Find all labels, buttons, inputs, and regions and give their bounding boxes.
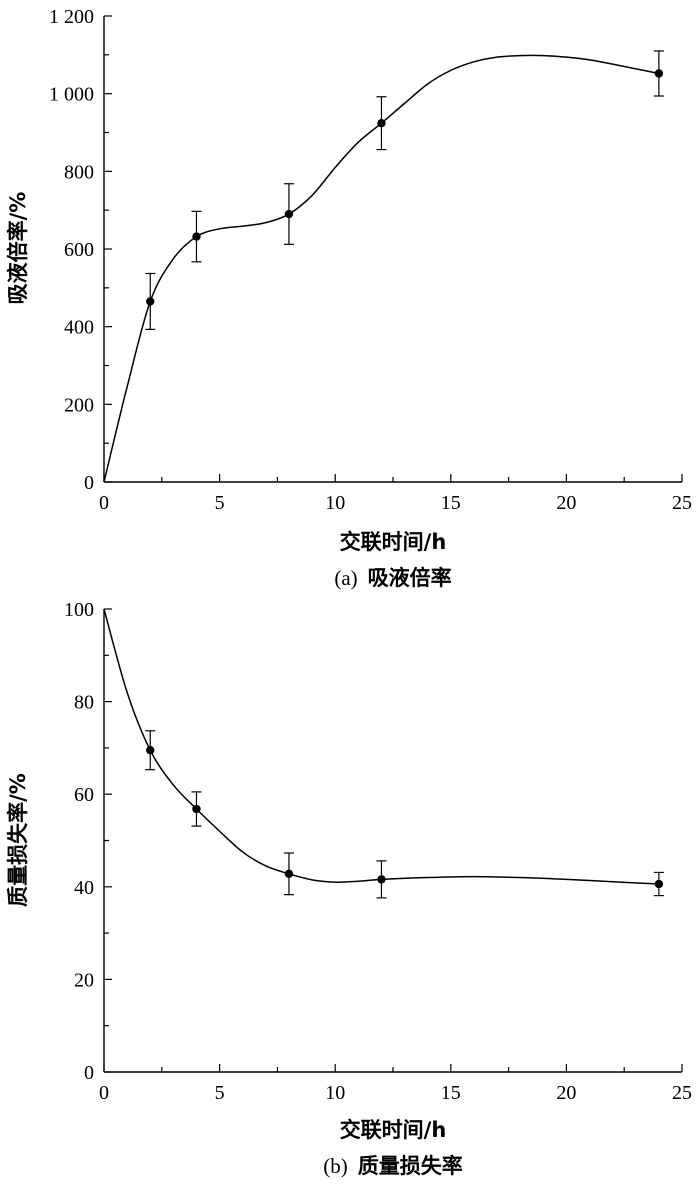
y-tick-label-a: 400 (64, 317, 94, 339)
y-tick-label-a: 0 (84, 472, 94, 494)
x-tick-label-b: 10 (325, 1082, 345, 1104)
y-tick-label-b: 0 (84, 1062, 94, 1084)
y-tick-label-a: 200 (64, 394, 94, 416)
caption-b-title: 质量损失率 (358, 1154, 463, 1178)
y-tick-label-b: 20 (74, 969, 94, 991)
caption-a-title: 吸液倍率 (368, 566, 452, 590)
x-tick-label-a: 0 (99, 492, 109, 514)
x-axis-label-a: 交联时间/h (340, 530, 447, 554)
x-tick-label-a: 15 (441, 492, 461, 514)
data-point-a (377, 118, 386, 128)
data-point-b (284, 869, 294, 879)
caption-b-prefix: (b) (323, 1154, 348, 1178)
x-tick-label-a: 20 (556, 492, 576, 514)
data-point-b (146, 746, 155, 755)
y-tick-label-a: 1 200 (49, 6, 94, 28)
y-axis-label-b: 质量损失率/% (6, 773, 30, 907)
caption-a: (a) 吸液倍率 (334, 566, 451, 590)
caption-b: (b) 质量损失率 (323, 1154, 463, 1178)
x-tick-label-a: 5 (215, 492, 225, 514)
x-tick-label-a: 25 (672, 492, 692, 514)
y-tick-label-a: 600 (64, 239, 94, 261)
x-tick-label-b: 25 (672, 1082, 692, 1104)
fit-curve-b (103, 608, 659, 885)
x-tick-label-b: 15 (441, 1082, 461, 1104)
caption-a-prefix: (a) (334, 566, 357, 590)
y-tick-label-b: 80 (74, 692, 94, 714)
data-point-b (192, 804, 201, 814)
x-tick-label-a: 10 (325, 492, 345, 514)
data-point-a (192, 232, 201, 241)
y-tick-label-b: 60 (74, 784, 94, 806)
data-point-a (284, 209, 294, 219)
chart-panel-a: 吸液倍率/% 交联时间/h (a) 吸液倍率 0 5 10 15 20 25 0 200 400 6… (6, 6, 692, 590)
data-point-a (146, 297, 155, 306)
y-tick-label-b: 40 (74, 877, 94, 899)
data-point-a (654, 69, 664, 78)
data-point-b (654, 879, 664, 889)
y-tick-label-b: 100 (64, 599, 94, 621)
data-point-b (377, 875, 386, 884)
y-tick-label-a: 800 (64, 161, 94, 183)
x-tick-label-b: 20 (556, 1082, 576, 1104)
x-axis-label-b: 交联时间/h (340, 1118, 447, 1142)
y-axis-label-a: 吸液倍率/% (6, 192, 30, 305)
chart-panel-b: 质量损失率/% 交联时间/h (b) 质量损失率 0 5 10 15 20 25 0 20 40 6… (6, 599, 692, 1178)
y-tick-label-a: 1 000 (49, 84, 94, 106)
x-tick-label-b: 0 (99, 1082, 109, 1104)
x-tick-label-b: 5 (215, 1082, 225, 1104)
